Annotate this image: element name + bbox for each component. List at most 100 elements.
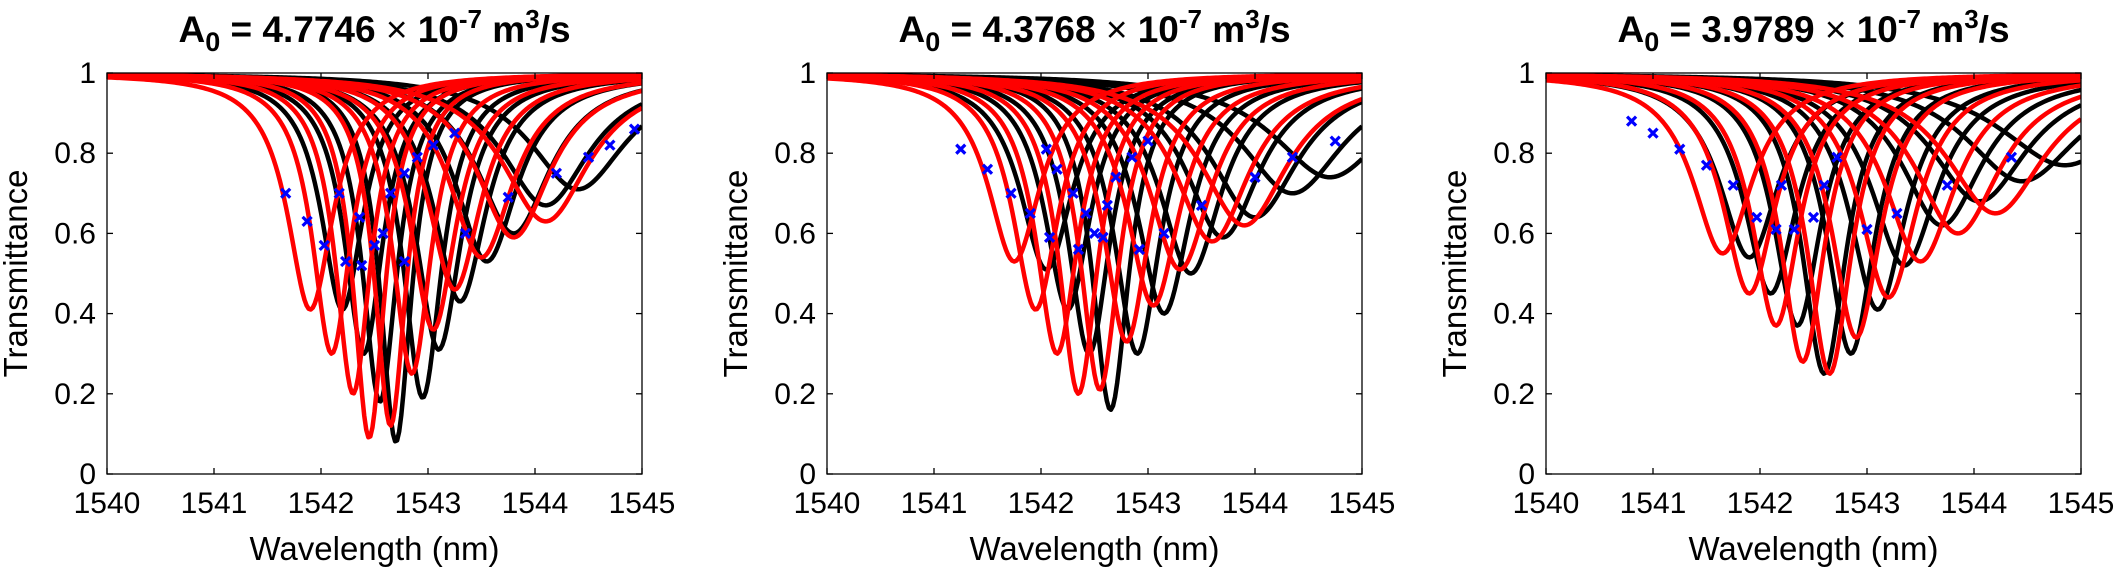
y-tick-label: 0: [1518, 458, 1535, 491]
data-marker: [1775, 179, 1788, 191]
chart-title-part: m: [482, 9, 525, 50]
y-tick-label: 0.4: [1493, 298, 1535, 331]
x-tick-label: 1544: [502, 487, 569, 520]
chart-title-part: A: [1617, 9, 1644, 50]
y-tick-label: 1: [79, 57, 96, 90]
x-tick-label: 1543: [1834, 487, 1901, 520]
data-marker: [1727, 179, 1739, 191]
data-marker: [280, 187, 292, 199]
chart-title-part: ×: [1106, 9, 1128, 50]
data-marker: [1807, 211, 1820, 223]
x-tick-label: 1543: [1115, 487, 1182, 520]
data-marker: [1005, 187, 1017, 199]
data-marker: [1110, 171, 1122, 183]
data-marker: [427, 139, 439, 151]
chart-title-part: m: [1921, 9, 1964, 50]
chart-title-part: 3: [1964, 4, 1978, 34]
data-marker: [1674, 143, 1686, 155]
y-tick-label: 0.4: [774, 298, 816, 331]
data-marker: [1067, 187, 1079, 199]
data-marker: [1043, 231, 1056, 244]
chart-title-part: -7: [1898, 4, 1921, 34]
data-marker: [368, 239, 381, 252]
x-tick-label: 1540: [794, 487, 861, 520]
data-marker: [1831, 151, 1843, 163]
chart-title-part: 3: [1245, 4, 1259, 34]
curves: [827, 73, 1362, 412]
chart-title-part: -7: [1179, 4, 1202, 34]
chart-title-part: ×: [1825, 9, 1847, 50]
y-tick-label: 0.6: [54, 217, 96, 250]
data-marker: [1158, 227, 1170, 240]
x-tick-label: 1542: [1008, 487, 1075, 520]
chart-title-part: A: [898, 9, 925, 50]
data-marker: [1625, 115, 1638, 127]
chart-title: A0 = 4.3768 × 10-7 m3/s: [898, 4, 1290, 57]
x-tick-label: 1544: [1222, 487, 1289, 520]
x-tick-label: 1542: [288, 487, 355, 520]
data-marker: [1024, 207, 1036, 219]
data-marker: [1088, 227, 1101, 240]
chart-title-part: ×: [386, 9, 408, 50]
chart-title-part: 10: [1846, 9, 1897, 50]
data-marker: [1891, 207, 1903, 219]
x-tick-label: 1545: [609, 487, 676, 520]
data-marker: [1072, 243, 1085, 256]
chart-title-part: 0: [925, 27, 940, 57]
data-marker: [1097, 231, 1109, 244]
data-marker: [398, 255, 411, 268]
chart-title-part: /s: [540, 9, 571, 50]
data-marker: [1142, 135, 1154, 147]
axes-box: [826, 72, 1363, 475]
data-marker: [449, 127, 461, 139]
y-tick-label: 0.6: [774, 217, 816, 250]
data-marker: [2005, 151, 2018, 163]
chart-title-part: 10: [1127, 9, 1178, 50]
data-marker: [377, 227, 389, 240]
x-tick-label: 1540: [1513, 487, 1580, 520]
data-marker: [582, 151, 595, 163]
data-marker: [339, 255, 352, 268]
chart-title-part: /s: [1260, 9, 1291, 50]
data-marker: [955, 143, 967, 155]
y-tick-label: 1: [799, 57, 816, 90]
data-marker: [1195, 199, 1208, 211]
y-tick-label: 0.8: [1493, 137, 1535, 170]
fit-curve: [827, 73, 1362, 228]
y-axis-label: Transmittance: [1436, 170, 1473, 378]
data-marker: [1080, 207, 1092, 219]
data-marker: [1788, 223, 1800, 236]
data-marker: [628, 123, 641, 135]
x-tick-label: 1542: [1727, 487, 1794, 520]
chart-title-part: 10: [407, 9, 458, 50]
data-marker: [1051, 163, 1063, 175]
data-marker: [1040, 143, 1052, 155]
chart-title-part: 0: [1644, 27, 1659, 57]
data-marker: [1126, 151, 1138, 163]
chart-title-part: = 4.7746: [220, 9, 386, 50]
chart-title-part: /s: [1979, 9, 2010, 50]
data-marker: [1818, 179, 1830, 191]
data-marker: [1647, 127, 1659, 139]
data-marker: [1941, 179, 1953, 191]
chart-title-part: A: [178, 9, 205, 50]
y-tick-label: 0: [799, 458, 816, 491]
data-marker: [1249, 171, 1261, 183]
data-marker: [1329, 135, 1341, 147]
data-marker: [1700, 159, 1713, 171]
y-tick-label: 0.6: [1493, 217, 1535, 250]
y-tick-label: 0.8: [774, 137, 816, 170]
x-tick-label: 1541: [181, 487, 248, 520]
x-tick-label: 1543: [395, 487, 462, 520]
chart-title-part: 3: [525, 4, 539, 34]
y-axis-label: Transmittance: [717, 170, 754, 378]
x-tick-label: 1545: [2048, 487, 2115, 520]
data-marker: [353, 211, 366, 223]
x-axis-label: Wavelength (nm): [969, 530, 1219, 567]
x-tick-label: 1541: [1620, 487, 1687, 520]
chart-title: A0 = 4.7746 × 10-7 m3/s: [178, 4, 570, 57]
x-axis-label: Wavelength (nm): [249, 530, 499, 567]
